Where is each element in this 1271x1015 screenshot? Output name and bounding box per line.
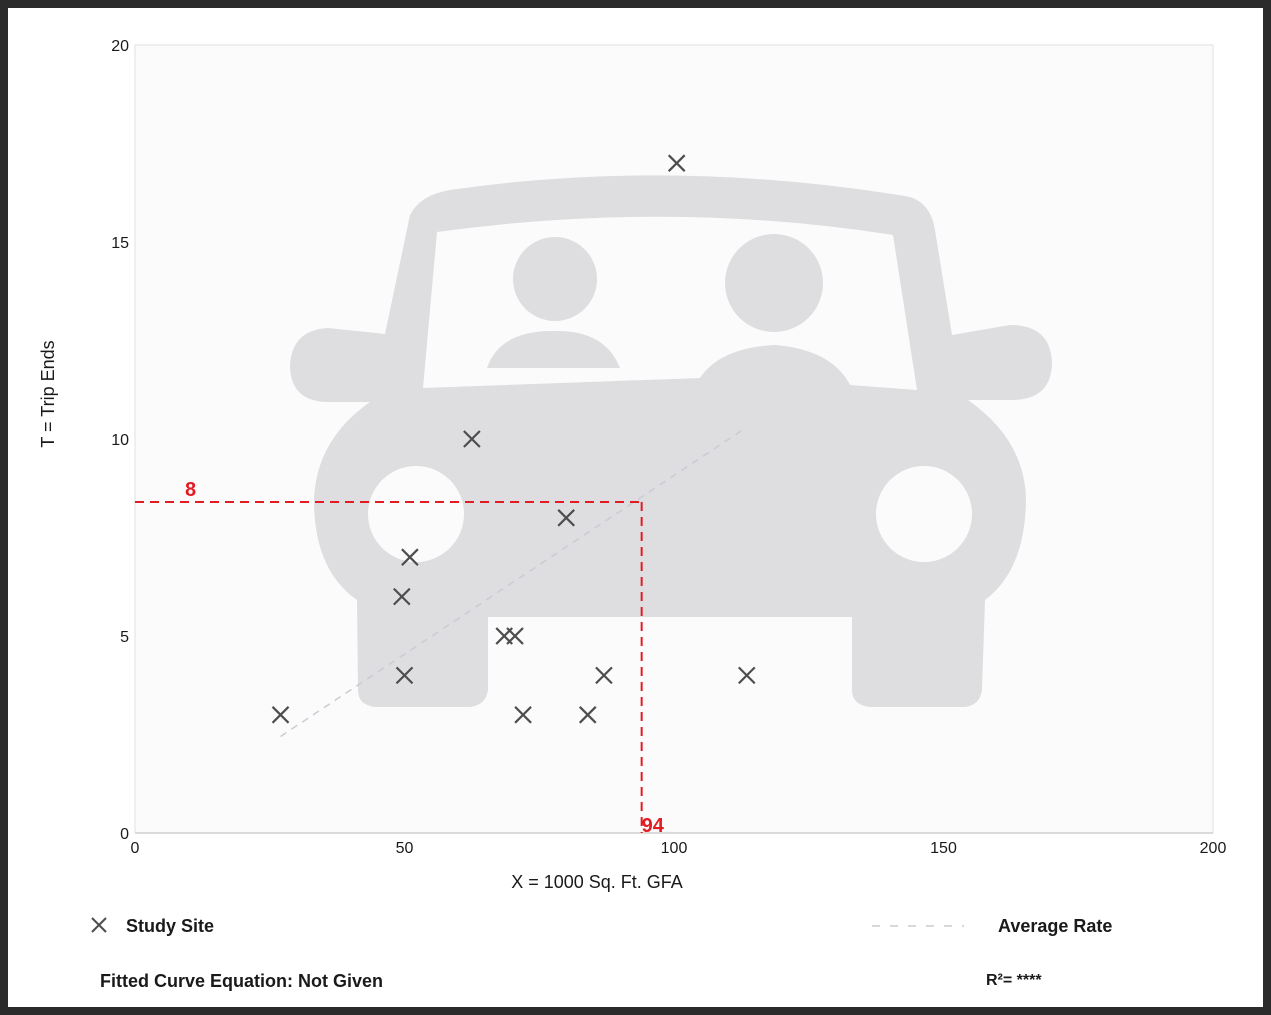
y-tick-label: 15 [111,235,129,252]
x-tick-label: 50 [396,840,414,857]
average-rate-line [280,426,748,738]
legend-average-rate-label: Average Rate [998,916,1112,936]
x-tick-label: 0 [131,840,140,857]
study-site-point [506,627,524,645]
x-axis-title: X = 1000 Sq. Ft. GFA [511,872,683,892]
r-squared-value: R²= **** [986,972,1042,989]
estimate-x-label: 94 [642,815,665,837]
y-tick-label: 10 [111,432,129,449]
estimate-y-label: 8 [185,479,196,501]
x-tick-labels: 0 50 100 150 200 [131,840,1227,857]
study-site-point [557,509,575,527]
study-site-point [578,706,597,724]
study-site-point [514,706,532,724]
x-tick-label: 150 [930,840,957,857]
study-site-point [401,548,419,566]
study-site-point [667,154,686,172]
car-with-passengers-icon [290,175,1052,707]
y-tick-label: 0 [120,826,129,843]
x-tick-label: 100 [661,840,688,857]
x-tick-label: 200 [1200,840,1227,857]
study-site-point [393,587,411,606]
y-tick-label: 5 [120,629,129,646]
study-site-point [737,666,756,685]
study-site-markers [271,154,756,724]
fitted-curve-equation: Fitted Curve Equation: Not Given [100,971,383,991]
legend: Study Site Average Rate [91,916,1112,936]
study-site-point [595,666,613,685]
study-site-point [271,706,290,724]
study-site-point [395,666,414,685]
legend-study-site-marker [91,917,107,933]
y-tick-labels: 0 5 10 15 20 [111,38,129,843]
y-tick-label: 20 [111,38,129,55]
estimate-annotation: 8 94 [135,479,665,837]
y-axis-title: T = Trip Ends [38,340,58,447]
legend-study-site-label: Study Site [126,916,214,936]
study-site-point [463,430,481,448]
